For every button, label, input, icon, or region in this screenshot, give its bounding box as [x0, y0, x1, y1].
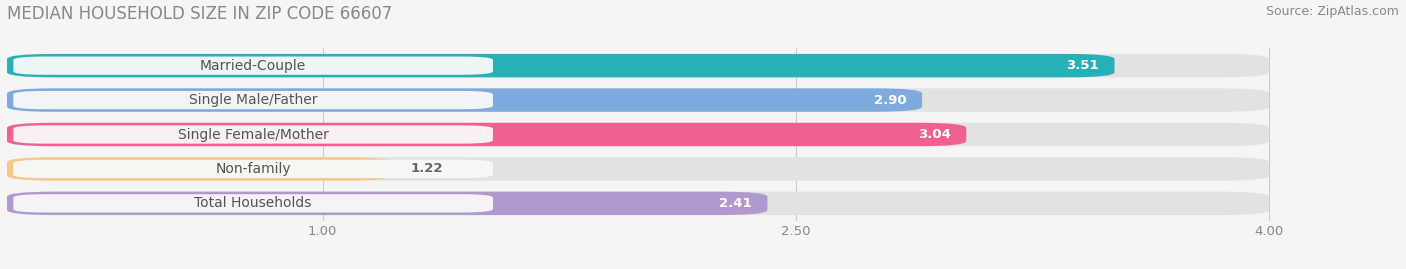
FancyBboxPatch shape: [7, 192, 768, 215]
Text: Single Female/Mother: Single Female/Mother: [177, 128, 329, 141]
Text: Total Households: Total Households: [194, 196, 312, 210]
Text: Source: ZipAtlas.com: Source: ZipAtlas.com: [1265, 5, 1399, 18]
FancyBboxPatch shape: [13, 160, 494, 178]
Text: 1.22: 1.22: [411, 162, 443, 175]
FancyBboxPatch shape: [7, 192, 1270, 215]
FancyBboxPatch shape: [7, 157, 1270, 181]
FancyBboxPatch shape: [7, 123, 1270, 146]
Text: 2.90: 2.90: [873, 94, 907, 107]
FancyBboxPatch shape: [7, 157, 392, 181]
Text: Married-Couple: Married-Couple: [200, 59, 307, 73]
Text: Non-family: Non-family: [215, 162, 291, 176]
FancyBboxPatch shape: [13, 125, 494, 144]
Text: Single Male/Father: Single Male/Father: [188, 93, 318, 107]
FancyBboxPatch shape: [7, 123, 966, 146]
FancyBboxPatch shape: [13, 194, 494, 213]
FancyBboxPatch shape: [13, 91, 494, 109]
FancyBboxPatch shape: [13, 56, 494, 75]
Text: 3.51: 3.51: [1066, 59, 1098, 72]
Text: 2.41: 2.41: [718, 197, 752, 210]
Text: MEDIAN HOUSEHOLD SIZE IN ZIP CODE 66607: MEDIAN HOUSEHOLD SIZE IN ZIP CODE 66607: [7, 5, 392, 23]
FancyBboxPatch shape: [7, 54, 1115, 77]
FancyBboxPatch shape: [7, 54, 1270, 77]
FancyBboxPatch shape: [7, 88, 1270, 112]
FancyBboxPatch shape: [7, 88, 922, 112]
Text: 3.04: 3.04: [918, 128, 950, 141]
